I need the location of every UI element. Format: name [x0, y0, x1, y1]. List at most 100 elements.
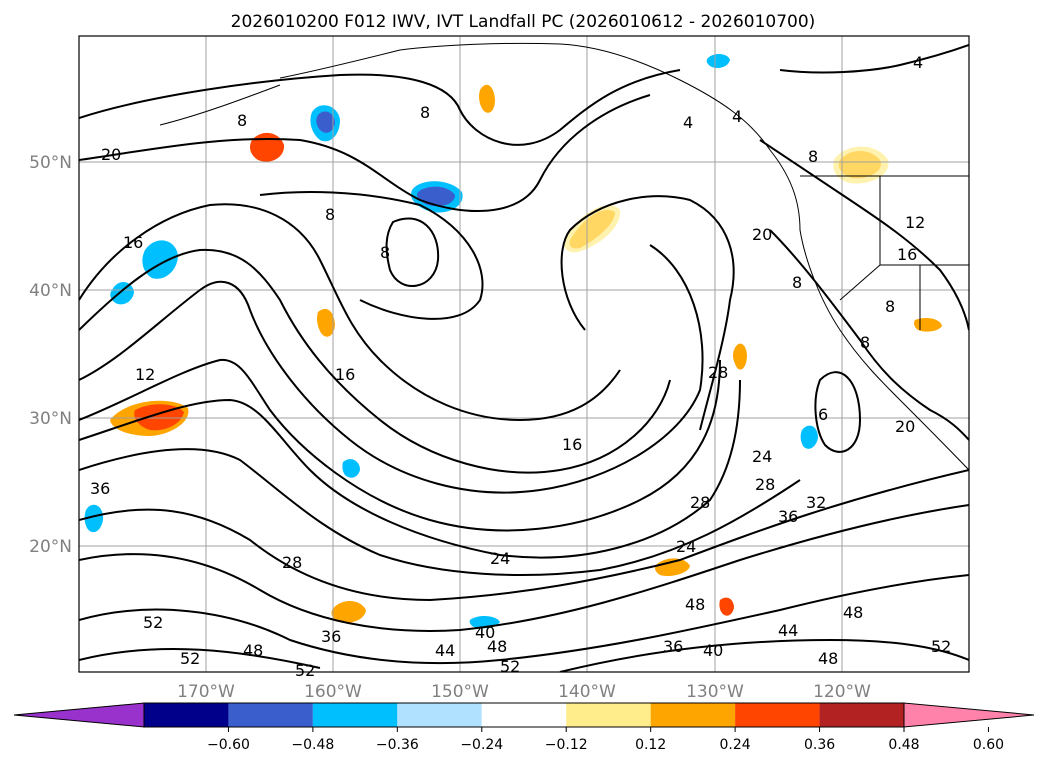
colorbar-tick-label: −0.60 — [207, 737, 250, 753]
lon-label-160w: 160°W — [304, 682, 362, 702]
contour-label: 16 — [335, 365, 355, 384]
colorbar-tick-label: 0.12 — [635, 737, 666, 753]
colorbar-tick-label: 0.24 — [720, 737, 751, 753]
contour-label: 8 — [420, 103, 430, 122]
contour-line — [385, 217, 440, 287]
contour-label: 48 — [685, 595, 705, 614]
lat-label-20n: 20°N — [29, 537, 72, 557]
contour-label: 12 — [135, 365, 155, 384]
contour-label: 36 — [321, 627, 341, 646]
contour-label: 8 — [380, 243, 390, 262]
patch-navy-center — [417, 186, 455, 207]
contour-label: 28 — [282, 553, 302, 572]
contour-label: 16 — [123, 233, 143, 252]
contour-line — [79, 647, 321, 669]
contour-label: 40 — [703, 641, 723, 660]
contour-label: 40 — [475, 623, 495, 642]
patch-blue-se — [800, 425, 818, 449]
latitude-labels: 50°N 40°N 30°N 20°N — [29, 153, 72, 557]
contour-label: 28 — [690, 493, 710, 512]
colorbar-segment — [650, 703, 736, 727]
contour-line — [79, 358, 721, 532]
contour-label: 6 — [818, 405, 828, 424]
contour-label: 20 — [101, 145, 121, 164]
coast-bc — [769, 149, 969, 471]
colorbar-tick-label: −0.36 — [376, 737, 419, 753]
patch-blue-sw3 — [342, 459, 360, 478]
colorbar-segment — [819, 703, 904, 727]
colorbar-segment — [144, 703, 229, 727]
contour-label: 20 — [752, 225, 772, 244]
contour-line — [79, 203, 621, 422]
patch-navy-nw — [316, 111, 335, 133]
contour-label: 12 — [905, 213, 925, 232]
patch-orange-sse — [655, 558, 690, 576]
contour-label: 36 — [663, 637, 683, 656]
contour-label: 4 — [732, 107, 742, 126]
contour-label: 48 — [843, 603, 863, 622]
colorbar-segment — [312, 703, 398, 727]
contour-label: 52 — [143, 613, 163, 632]
map-background — [79, 36, 969, 672]
contour-line — [79, 448, 801, 576]
contour-label: 48 — [243, 641, 263, 660]
contour-label: 8 — [237, 111, 247, 130]
contour-label: 52 — [295, 661, 315, 680]
colorbar-tick-label: −0.48 — [291, 737, 334, 753]
contour-label: 8 — [808, 147, 818, 166]
contour-line — [259, 191, 484, 320]
contour-label: 20 — [895, 417, 915, 436]
contour-line — [79, 379, 741, 559]
contour-label: 24 — [752, 447, 772, 466]
lon-label-140w: 140°W — [558, 682, 616, 702]
contour-label: 8 — [885, 297, 895, 316]
patch-orange-ne2 — [914, 318, 942, 332]
colorbar-extend-low — [13, 702, 145, 728]
contour-label: 48 — [487, 637, 507, 656]
contour-label: 8 — [325, 205, 335, 224]
contour-label: 24 — [490, 549, 510, 568]
border-states — [839, 176, 969, 330]
lat-label-50n: 50°N — [29, 153, 72, 173]
colorbar-segment — [397, 703, 482, 727]
colorbar-tick-label: 0.48 — [888, 737, 919, 753]
contour-line — [814, 371, 862, 453]
patch-orange-east — [732, 343, 747, 370]
contour-line — [79, 469, 969, 602]
contour-label: 52 — [931, 637, 951, 656]
patch-yellow-ne — [833, 146, 889, 184]
contour-label: 52 — [500, 657, 520, 676]
contour-line — [79, 248, 671, 474]
map-area — [78, 35, 970, 673]
lat-label-40n: 40°N — [29, 281, 72, 301]
lon-label-150w: 150°W — [431, 682, 489, 702]
contour-label: 4 — [913, 53, 923, 72]
contour-labels: 4 8 8 8 8 4 4 8 20 16 20 12 16 16 12 8 8… — [90, 53, 951, 680]
patch-orange-se — [719, 597, 734, 616]
contour-line — [79, 504, 969, 632]
contour-label: 16 — [897, 245, 917, 264]
patch-blue-south — [84, 504, 104, 533]
colorbar-tick-label: 0.36 — [804, 737, 835, 753]
lon-label-120w: 120°W — [813, 682, 871, 702]
lat-label-30n: 30°N — [29, 409, 72, 429]
contour-label: 48 — [818, 649, 838, 668]
colorbar-frame — [143, 702, 905, 728]
coastlines — [159, 42, 969, 471]
contour-line — [79, 69, 681, 146]
patch-yellow-mid — [564, 205, 621, 253]
contour-line — [79, 94, 651, 212]
contour-line — [759, 139, 969, 331]
map-title: 2026010200 F012 IWV, IVT Landfall PC (20… — [231, 12, 816, 32]
patch-blue-n — [706, 54, 730, 68]
contour-line — [560, 195, 735, 431]
contour-label: 44 — [778, 621, 798, 640]
iwv-contours — [79, 44, 969, 672]
colorbar-segment — [481, 703, 567, 727]
contour-label: 8 — [860, 333, 870, 352]
contour-line — [559, 638, 969, 672]
contour-line — [79, 574, 969, 665]
contour-line — [79, 244, 704, 494]
contour-label: 24 — [676, 537, 696, 556]
colorbar-segment — [566, 703, 651, 727]
